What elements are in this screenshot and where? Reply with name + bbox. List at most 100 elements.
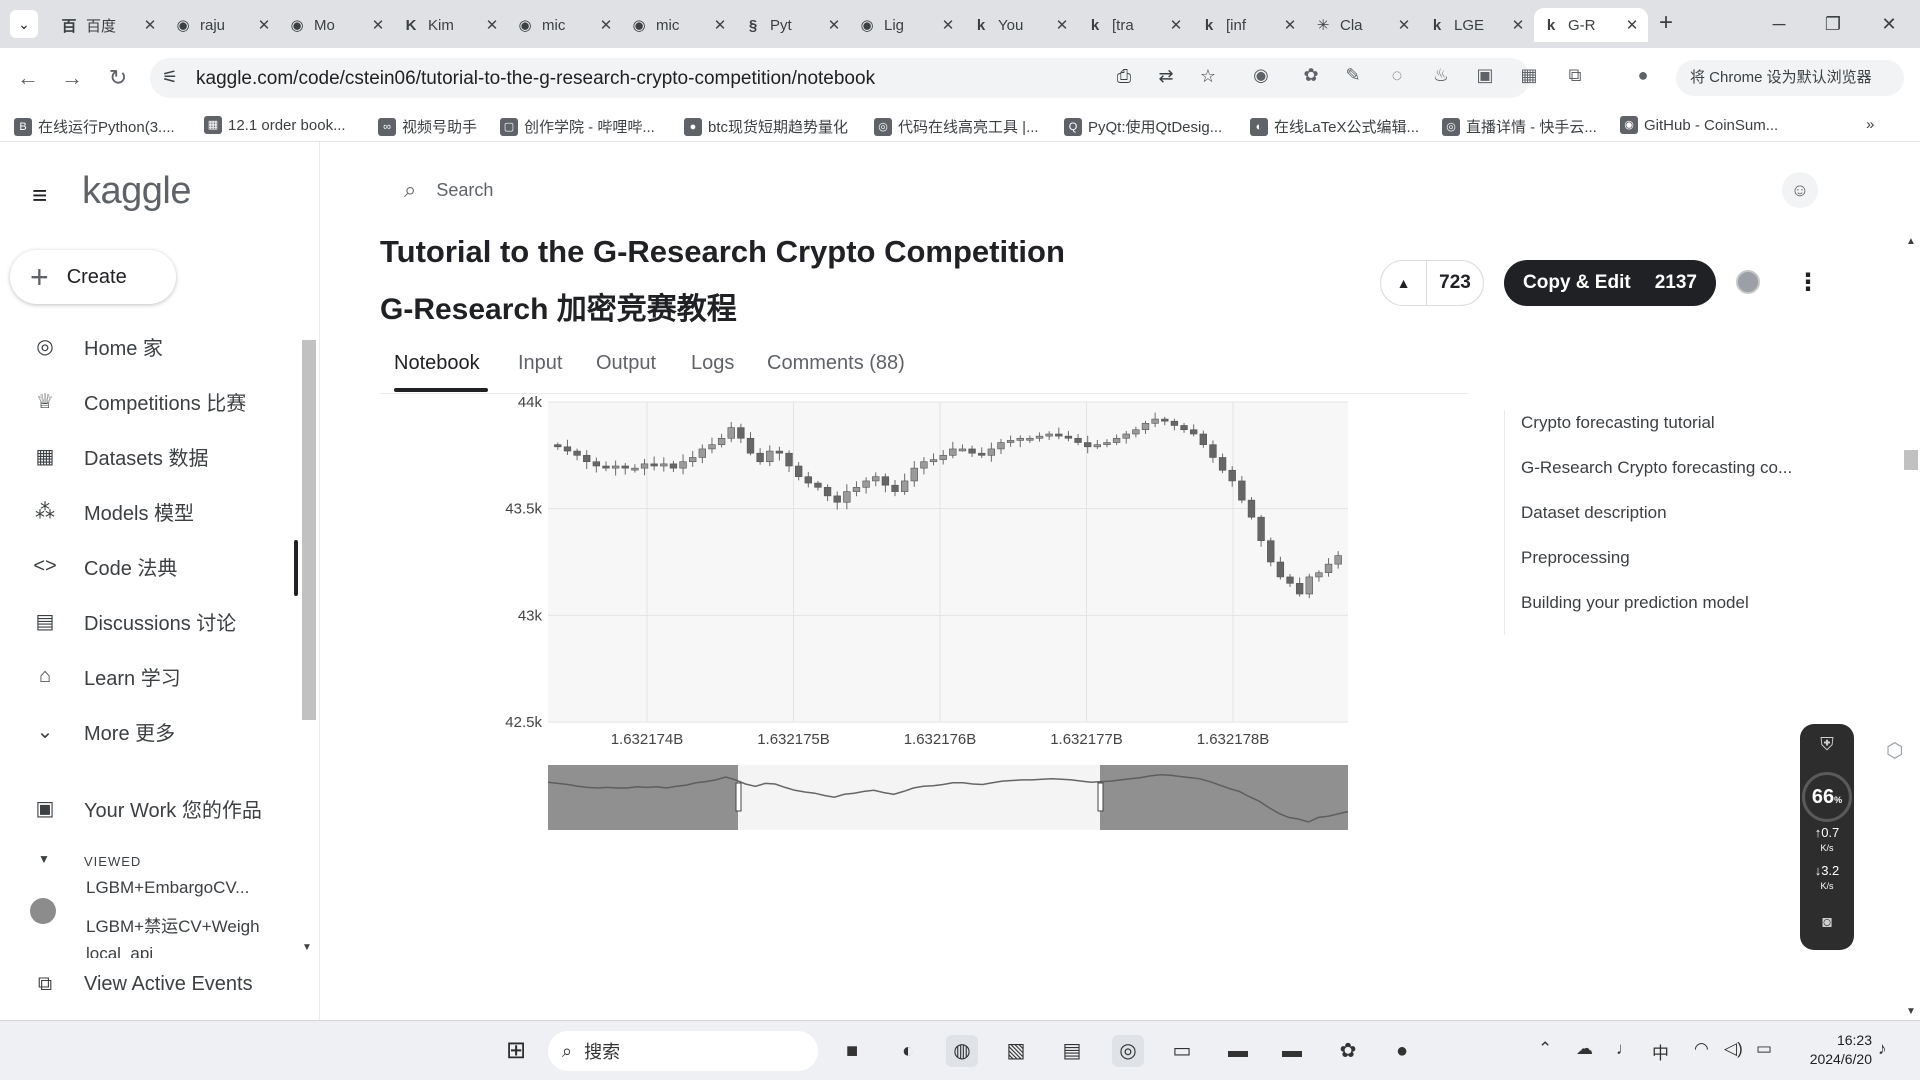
chrome-icon[interactable]: ◎ [1112,1035,1144,1067]
close-tab-icon[interactable]: ✕ [1169,17,1183,34]
sidebar-item-models[interactable]: ⁂ Models 模型 [0,487,300,535]
bookmarks-more-button[interactable]: » [1866,116,1875,133]
toc-item[interactable]: G-Research Crypto forecasting co... [1521,458,1793,477]
toc-item[interactable]: Crypto forecasting tutorial [1521,413,1715,432]
tab-input[interactable]: Input [518,352,563,374]
menu-icon[interactable]: ≡ [32,180,48,210]
close-tab-icon[interactable]: ✕ [143,17,157,34]
battery-icon[interactable]: ▭ [1756,1039,1773,1058]
browser-tab[interactable]: ✳ Cla ✕ [1306,8,1420,42]
terminal-icon[interactable]: ▬ [1228,1040,1248,1062]
close-tab-icon[interactable]: ✕ [1511,17,1525,34]
browser-tab[interactable]: ◉ raju ✕ [166,8,280,42]
wechat-icon[interactable]: ◍ [946,1035,978,1067]
extension-icon[interactable]: ✿ [1303,65,1319,85]
browser-tab[interactable]: k LGE ✕ [1420,8,1534,42]
close-tab-icon[interactable]: ✕ [941,17,955,34]
scroll-down-icon[interactable]: ▼ [302,942,312,953]
camera-icon[interactable]: ◙ [1822,914,1832,931]
extension-icon[interactable]: ♨ [1432,65,1450,85]
back-icon[interactable]: ← [17,65,39,90]
bookmark-item[interactable]: ▦ 12.1 order book... [204,116,346,134]
close-tab-icon[interactable]: ✕ [485,17,499,34]
address-bar[interactable]: ⚟ kaggle.com/code/cstein06/tutorial-to-t… [150,58,1530,98]
restore-icon[interactable]: ❐ [1824,14,1842,34]
profile-icon[interactable]: ● [1637,65,1649,85]
app-icon[interactable]: ✿ [1339,1040,1357,1062]
site-info-icon[interactable]: ⚟ [162,67,179,87]
start-icon[interactable]: ⊞ [505,1037,527,1064]
viewed-item[interactable]: LGBM+禁运CV+Weigh [86,917,260,936]
bookmark-item[interactable]: ◎ 代码在线高亮工具 |... [874,116,1039,137]
candlestick-chart[interactable]: 44k 43.5k 43k 42.5k 1.632174B 1.632175B 1.6321… [480,390,1360,840]
page-scrollbar[interactable]: ▲ ▼ [1902,236,1920,1020]
browser-tab[interactable]: ◉ Mo ✕ [280,8,394,42]
sidebar-item-code[interactable]: <> Code 法典 [0,542,300,590]
sidebar-item-learn[interactable]: ⌂ Learn 学习 [0,652,300,700]
photos-icon[interactable]: ▧ [1006,1040,1026,1062]
onedrive-icon[interactable]: ☁ [1576,1039,1593,1058]
task-view-icon[interactable]: ■ [845,1040,859,1062]
sidebar-item-competitions[interactable]: ♕ Competitions 比赛 [0,377,300,425]
sidebar-item-your-work[interactable]: ▣ Your Work 您的作品 [0,784,300,832]
close-tab-icon[interactable]: ✕ [1397,17,1411,34]
bookmark-item[interactable]: ● btc现货短期趋势量化 [684,116,848,137]
browser-tab[interactable]: § Pyt ✕ [736,8,850,42]
sidebar-scrollbar[interactable] [300,332,316,722]
kaggle-search[interactable]: ⌕ Search [404,170,904,210]
minimize-icon[interactable]: ─ [1772,14,1786,34]
browser-tab[interactable]: k [tra ✕ [1078,8,1192,42]
search-input[interactable]: Search [436,179,494,200]
tab-output[interactable]: Output [596,352,657,374]
tab-comments[interactable]: Comments (88) [767,352,905,374]
bookmark-item[interactable]: ◎ 直播详情 - 快手云... [1442,116,1597,137]
tab-search-button[interactable]: ⌄ [10,10,38,38]
tray-expand-icon[interactable]: ⌃ [1538,1039,1553,1058]
scroll-down-icon[interactable]: ▼ [1906,1006,1916,1017]
volume-icon[interactable]: ◁) [1724,1039,1743,1058]
chart-svg[interactable]: 44k 43.5k 43k 42.5k 1.632174B 1.632175B 1.6321… [480,390,1360,840]
extension-icon[interactable]: ◉ [1253,65,1269,85]
network-monitor-widget[interactable]: ⛨ 66% ↑0.7 K/s ↓3.2 K/s ◙ [1800,724,1854,950]
new-tab-button[interactable]: + [1658,9,1673,36]
bookmark-item[interactable]: ◐ 在线LaTeX公式编辑... [1250,116,1419,137]
create-button[interactable]: + Create [10,250,176,304]
copy-edit-button[interactable]: Copy & Edit 2137 [1504,260,1716,306]
close-tab-icon[interactable]: ✕ [371,17,385,34]
viewed-item[interactable]: LGBM+EmbargoCV... [86,878,250,897]
toc-item[interactable]: Dataset description [1521,503,1667,522]
upvote-widget[interactable]: ▲ 723 [1380,260,1484,306]
app-icon[interactable]: ▤ [1062,1040,1082,1062]
close-tab-icon[interactable]: ✕ [1625,17,1639,34]
kaggle-logo[interactable]: kaggle [82,170,191,212]
view-active-events-button[interactable]: ⧉ View Active Events [0,960,300,1008]
pen-icon[interactable]: ✎ [1345,65,1361,85]
sidebar-item-discussions[interactable]: ▤ Discussions 讨论 [0,597,300,645]
close-tab-icon[interactable]: ✕ [257,17,271,34]
sidebar-item-datasets[interactable]: ▦ Datasets 数据 [0,432,300,480]
close-tab-icon[interactable]: ✕ [713,17,727,34]
address-text[interactable]: kaggle.com/code/cstein06/tutorial-to-the… [196,68,876,89]
tab-logs[interactable]: Logs [691,352,735,374]
terminal-icon[interactable]: ▬ [1282,1040,1302,1062]
extension-icon[interactable]: ▣ [1476,65,1494,85]
extension-icon[interactable]: ▦ [1520,65,1538,85]
scroll-up-icon[interactable]: ▲ [1906,236,1916,247]
author-avatar[interactable] [1736,270,1760,294]
translate-icon[interactable]: ⇄ [1158,66,1174,86]
taskbar-clock[interactable]: 16:23 2024/6/20 [1796,1031,1872,1069]
browser-tab[interactable]: ◉ Lig ✕ [850,8,964,42]
edge-icon[interactable]: ◐ [901,1040,915,1062]
close-window-icon[interactable]: ✕ [1881,14,1897,34]
toc-item[interactable]: Building your prediction model [1521,593,1749,612]
bookmark-item[interactable]: Q PyQt:使用QtDesig... [1064,116,1222,137]
close-tab-icon[interactable]: ✕ [599,17,613,34]
browser-tab[interactable]: k You ✕ [964,8,1078,42]
browser-tab[interactable]: k [inf ✕ [1192,8,1306,42]
close-tab-icon[interactable]: ✕ [827,17,841,34]
browser-tab[interactable]: ◉ mic ✕ [622,8,736,42]
extensions-puzzle-icon[interactable]: ⧉ [1568,65,1582,85]
bookmark-item[interactable]: B 在线运行Python(3.... [14,116,175,137]
upvote-arrow-icon[interactable]: ▲ [1381,261,1427,305]
browser-tab[interactable]: k G-R ✕ [1534,8,1648,42]
